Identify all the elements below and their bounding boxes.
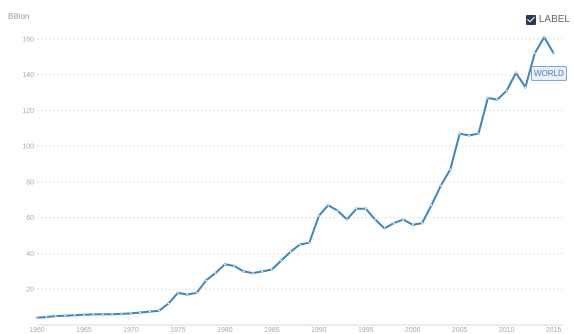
data-point	[486, 96, 490, 100]
data-point	[542, 35, 546, 39]
data-point	[326, 203, 330, 207]
data-point	[524, 85, 527, 89]
data-point	[317, 214, 321, 218]
data-point	[355, 207, 358, 211]
data-point	[495, 98, 499, 102]
x-tick-label: 1980	[217, 327, 233, 334]
data-point	[289, 250, 292, 254]
y-tick-label: 120	[22, 108, 34, 115]
x-tick-label: 1965	[76, 327, 92, 334]
data-point	[448, 168, 452, 171]
data-point	[251, 271, 255, 275]
data-point	[439, 184, 443, 187]
data-point	[101, 312, 105, 316]
data-point	[120, 312, 123, 316]
legend[interactable]: LABEL	[525, 14, 570, 25]
y-tick-label: 60	[26, 215, 34, 222]
legend-label[interactable]: LABEL	[538, 14, 570, 25]
data-point	[195, 291, 199, 295]
data-point	[533, 51, 537, 55]
data-point	[45, 315, 48, 319]
data-point	[364, 207, 368, 211]
data-point	[430, 203, 433, 207]
x-tick-label: 1990	[311, 327, 327, 334]
data-point	[401, 218, 405, 221]
data-point	[242, 270, 245, 273]
y-axis-unit-label: Billion	[8, 12, 30, 21]
data-point	[73, 313, 76, 317]
data-point	[298, 243, 302, 246]
series-line-world	[36, 36, 555, 319]
data-point	[373, 218, 377, 221]
data-point	[63, 314, 67, 318]
data-point	[345, 218, 349, 221]
data-point	[92, 313, 95, 316]
data-point	[270, 268, 274, 271]
data-point	[129, 312, 133, 315]
data-point	[157, 309, 161, 313]
data-point	[223, 262, 227, 266]
x-tick-label: 1975	[170, 327, 186, 334]
data-point	[148, 310, 152, 313]
data-point	[420, 221, 424, 225]
data-point	[110, 312, 114, 316]
data-point	[308, 241, 311, 245]
data-point	[176, 291, 180, 295]
data-point	[514, 71, 518, 75]
data-point	[232, 264, 236, 268]
data-point	[54, 314, 58, 318]
data-point	[458, 132, 462, 136]
x-tick-label: 1995	[358, 327, 374, 334]
grid-lines	[37, 38, 563, 326]
data-point	[261, 270, 264, 273]
x-tick-label: 1985	[264, 327, 280, 334]
y-tick-label: 140	[22, 72, 34, 79]
y-tick-label: 80	[26, 179, 34, 186]
y-tick-label: 100	[22, 144, 34, 151]
x-tick-label: 1960	[29, 327, 45, 334]
y-tick-label: 20	[26, 287, 34, 294]
data-point	[185, 293, 189, 296]
x-tick-label: 2010	[499, 327, 515, 334]
data-point	[82, 313, 86, 317]
data-point	[467, 134, 471, 137]
data-point	[392, 221, 396, 225]
data-point	[505, 89, 508, 93]
data-point	[552, 51, 555, 55]
x-tick-label: 2015	[546, 327, 562, 334]
data-point	[204, 278, 208, 282]
data-point	[279, 259, 283, 262]
data-point	[477, 132, 480, 136]
x-tick-label: 1970	[123, 327, 139, 334]
data-point	[138, 311, 142, 314]
x-tick-label: 2000	[405, 327, 421, 334]
data-point	[383, 227, 386, 230]
data-point	[167, 302, 170, 305]
x-tick-label: 2005	[452, 327, 468, 334]
data-point	[35, 316, 39, 320]
data-point	[336, 209, 339, 212]
legend-checkbox[interactable]	[525, 14, 536, 25]
data-point	[411, 223, 415, 227]
series-label-world: WORLD	[531, 66, 567, 81]
y-tick-label: 160	[22, 36, 34, 43]
y-tick-label: 40	[26, 251, 34, 258]
data-point	[214, 271, 217, 275]
